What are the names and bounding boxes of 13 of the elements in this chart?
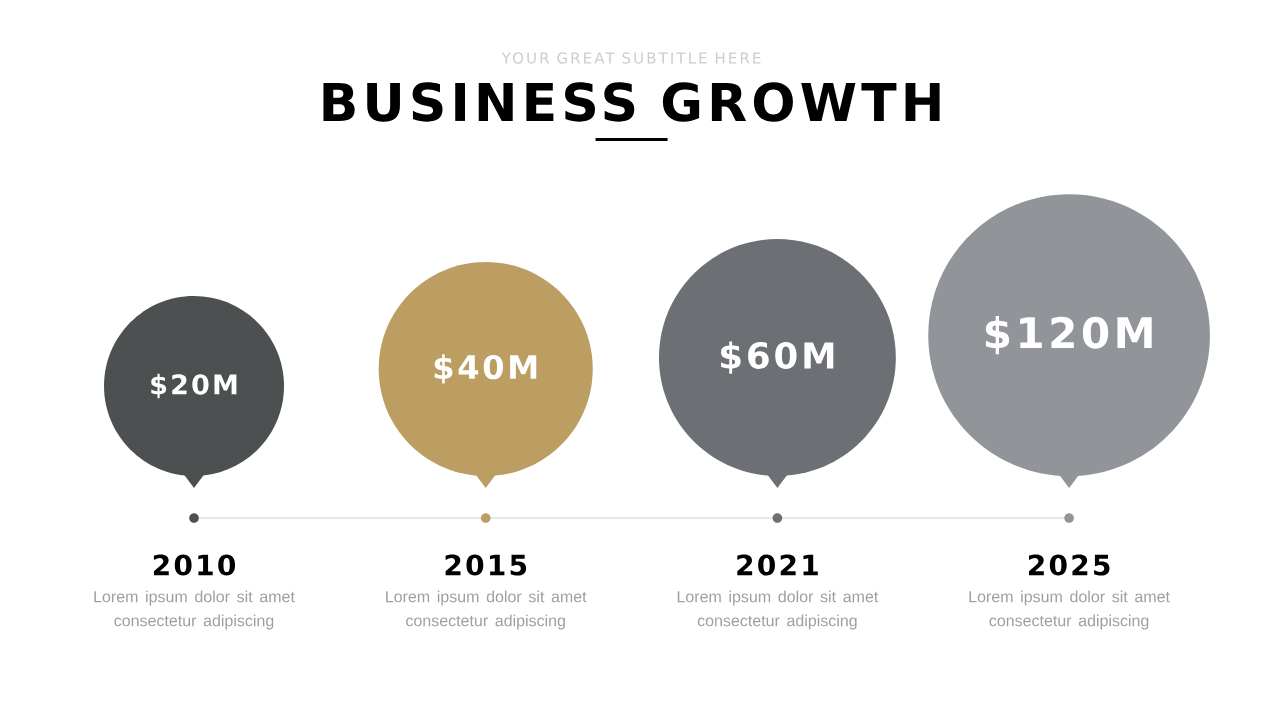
text: Lorem ipsum dolor sit amet consectetur adipiscing: [94, 590, 295, 630]
data-label: $20M: [151, 373, 237, 399]
category-label: 2025: [1029, 554, 1110, 576]
text: BUSINESS GROWTH: [323, 82, 940, 122]
data-label: $120M: [985, 316, 1152, 355]
category-label: 2021: [737, 554, 818, 576]
data-label: $40M: [434, 354, 537, 384]
text: Lorem ipsum dolor sit amet consectetur adipiscing: [677, 590, 879, 630]
data-label: $60M: [721, 341, 834, 374]
text: Lorem ipsum dolor sit amet consectetur adipiscing: [386, 590, 587, 630]
category-label: 2010: [153, 554, 236, 576]
text: Lorem ipsum dolor sit amet consectetur adipiscing: [969, 590, 1170, 630]
category-label: 2015: [445, 554, 527, 576]
